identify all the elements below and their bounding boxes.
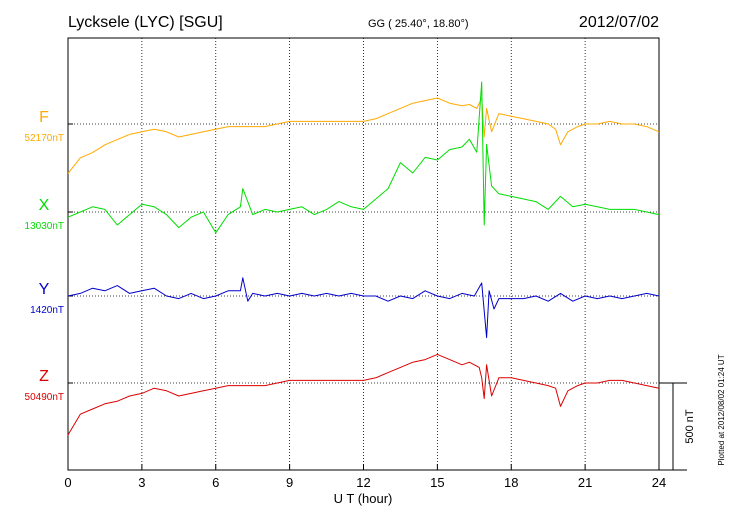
x-tick-label: 21 <box>578 475 592 490</box>
station-title: Lycksele (LYC) [SGU] <box>68 14 223 31</box>
series-line-x <box>67 81 660 234</box>
x-tick-label: 15 <box>430 475 444 490</box>
series-name-z: Z <box>39 368 49 385</box>
date-label: 2012/07/02 <box>579 14 659 31</box>
scale-bar: 500 nT <box>659 382 696 471</box>
series-baseline-label-y: 1420nT <box>30 305 64 316</box>
series-baseline-label-z: 50490nT <box>25 392 64 403</box>
x-ticks: 0 3 6 9 12 15 18 21 24 <box>64 464 666 490</box>
series-baseline-label-x: 13030nT <box>25 221 64 232</box>
series-line-f <box>67 97 660 174</box>
plotted-note: Plotted at 2012/08/02 01:24 UT <box>717 354 726 465</box>
series-line-z <box>67 353 660 436</box>
grid-lines <box>141 38 586 470</box>
series-lines <box>67 81 660 436</box>
series-line-y <box>67 277 660 339</box>
series-baseline-label-f: 52170nT <box>25 133 64 144</box>
baselines <box>68 123 659 384</box>
x-tick-label: 24 <box>652 475 666 490</box>
x-tick-label: 12 <box>356 475 370 490</box>
scale-bar-label: 500 nT <box>684 409 696 444</box>
x-tick-label: 0 <box>64 475 71 490</box>
series-labels: F 52170nT X 13030nT Y 1420nT Z 50490nT <box>25 109 64 403</box>
x-tick-label: 9 <box>286 475 293 490</box>
series-name-f: F <box>39 109 49 126</box>
series-name-x: X <box>39 197 50 214</box>
coordinates-label: GG ( 25.40°, 18.80°) <box>368 18 469 30</box>
series-name-y: Y <box>39 281 50 298</box>
x-tick-label: 18 <box>504 475 518 490</box>
x-tick-label: 3 <box>138 475 145 490</box>
x-tick-label: 6 <box>212 475 219 490</box>
x-axis-label: U T (hour) <box>334 491 393 506</box>
